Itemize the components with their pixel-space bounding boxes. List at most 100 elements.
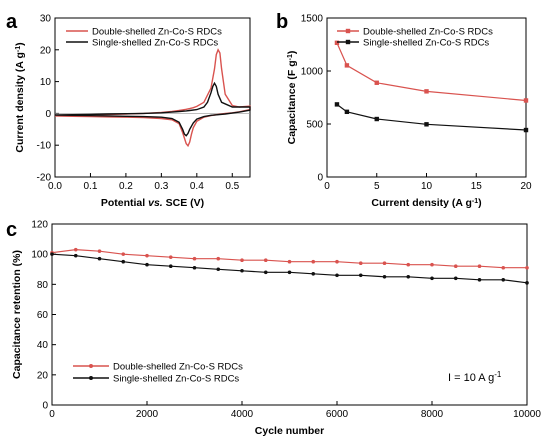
x-tick-label: 15 xyxy=(471,181,483,192)
x-axis-title: Current density (A g-1) xyxy=(371,197,481,209)
x-tick-label: 0.3 xyxy=(154,181,168,192)
legend-label-double: Double-shelled Zn-Co-S RDCs xyxy=(363,27,493,38)
legend-label-single: Single-shelled Zn-Co-S RDCs xyxy=(92,38,218,49)
data-point xyxy=(430,276,434,281)
x-axis-title-part: -1 xyxy=(472,198,478,205)
y-tick-label: 80 xyxy=(37,280,49,291)
data-point xyxy=(73,247,78,252)
data-point xyxy=(525,265,529,270)
y-axis-title-part: -1 xyxy=(15,46,22,52)
x-axis-title-part: vs. xyxy=(148,197,163,209)
data-point xyxy=(523,98,529,103)
panel-letter: b xyxy=(276,11,288,33)
x-tick-label: 0.2 xyxy=(119,181,133,192)
x-tick-label: 4000 xyxy=(231,409,254,420)
data-point xyxy=(73,253,78,258)
data-point xyxy=(374,116,379,122)
legend-marker xyxy=(345,39,351,45)
plot-frame xyxy=(54,17,251,178)
series-line-single xyxy=(336,103,527,131)
legend-marker xyxy=(345,28,351,34)
series-line-double xyxy=(54,48,251,148)
x-axis-title-part: Potential xyxy=(101,197,148,209)
data-point xyxy=(501,278,506,282)
data-point xyxy=(263,258,268,263)
data-point xyxy=(192,256,197,261)
legend-label-double: Double-shelled Zn-Co-S RDCs xyxy=(113,362,243,373)
y-tick-label: -10 xyxy=(37,141,52,152)
x-tick-label: 10 xyxy=(421,181,433,192)
legend-label-double: Double-shelled Zn-Co-S RDCs xyxy=(92,27,222,38)
y-tick-label: 0 xyxy=(42,401,48,412)
x-tick-label: 10000 xyxy=(513,409,541,420)
data-point xyxy=(240,258,244,263)
y-tick-label: 10 xyxy=(40,77,52,88)
data-point xyxy=(287,270,292,275)
data-point xyxy=(121,259,126,264)
data-point xyxy=(335,259,339,264)
y-axis-title-part: Capacitance (F g xyxy=(286,60,298,144)
y-tick-label: 60 xyxy=(37,310,49,321)
data-point xyxy=(192,265,197,270)
x-axis-title-part: SCE (V) xyxy=(163,197,204,209)
y-tick-label: 1500 xyxy=(301,14,324,25)
y-tick-label: -20 xyxy=(37,173,52,184)
data-point xyxy=(406,274,411,279)
data-point xyxy=(358,261,363,266)
x-axis-title: Potential vs. SCE (V) xyxy=(101,197,204,209)
x-axis-title: Cycle number xyxy=(255,425,324,437)
data-point xyxy=(477,264,482,269)
data-point xyxy=(477,278,482,282)
current-density-annotation-part: I = 10 A g xyxy=(448,372,494,384)
y-axis-title-part: Capacitance retention (%) xyxy=(11,250,23,379)
current-density-annotation-part: -1 xyxy=(494,370,502,379)
data-point xyxy=(453,264,458,269)
panel-letter: c xyxy=(6,219,17,241)
data-point xyxy=(406,262,411,267)
data-point xyxy=(335,273,339,278)
series-line-single xyxy=(54,81,251,137)
y-axis-title: Capacitance (F g-1) xyxy=(286,51,298,145)
data-point xyxy=(424,122,429,127)
panel-a: a 0.0 0.1 0.2 0.3 0.4 0.5 -20 -10 0 10 20 30 Potentia… xyxy=(6,11,251,209)
data-point xyxy=(121,252,126,256)
y-tick-label: 500 xyxy=(306,120,323,131)
data-point xyxy=(97,256,102,261)
x-tick-label: 0 xyxy=(49,409,55,420)
x-tick-label: 5 xyxy=(374,181,380,192)
y-tick-label: 30 xyxy=(40,14,52,25)
y-axis-title-part: Current density (A g xyxy=(14,52,26,153)
current-density-annotation: I = 10 A g-1 xyxy=(448,370,502,385)
legend-marker xyxy=(89,364,93,368)
x-tick-label: 2000 xyxy=(136,409,159,420)
data-point xyxy=(311,259,316,264)
data-point xyxy=(453,276,458,281)
panel-letter: a xyxy=(6,11,18,33)
series-line-double xyxy=(336,42,527,102)
y-axis-title-part: ) xyxy=(14,42,26,46)
legend-label-single: Single-shelled Zn-Co-S RDCs xyxy=(113,374,239,385)
data-point xyxy=(263,270,268,275)
data-point xyxy=(334,102,340,107)
data-point xyxy=(334,40,340,46)
data-point xyxy=(50,252,54,256)
y-axis-title: Capacitance retention (%) xyxy=(11,250,23,379)
legend-marker xyxy=(89,376,93,380)
x-axis-title-part: Cycle number xyxy=(255,425,324,437)
data-point xyxy=(424,89,429,94)
x-tick-label: 20 xyxy=(520,181,532,192)
y-tick-label: 0 xyxy=(45,109,51,120)
x-tick-label: 0.0 xyxy=(48,181,62,192)
data-point xyxy=(358,273,363,278)
data-point xyxy=(216,256,221,261)
data-point xyxy=(97,249,102,253)
data-point xyxy=(216,267,221,272)
y-tick-label: 100 xyxy=(31,250,48,261)
y-tick-label: 20 xyxy=(40,45,52,56)
data-point xyxy=(240,268,244,273)
y-tick-label: 20 xyxy=(37,370,49,381)
data-point xyxy=(501,265,506,270)
x-axis-title-part: ) xyxy=(478,197,482,209)
data-point xyxy=(145,262,149,267)
